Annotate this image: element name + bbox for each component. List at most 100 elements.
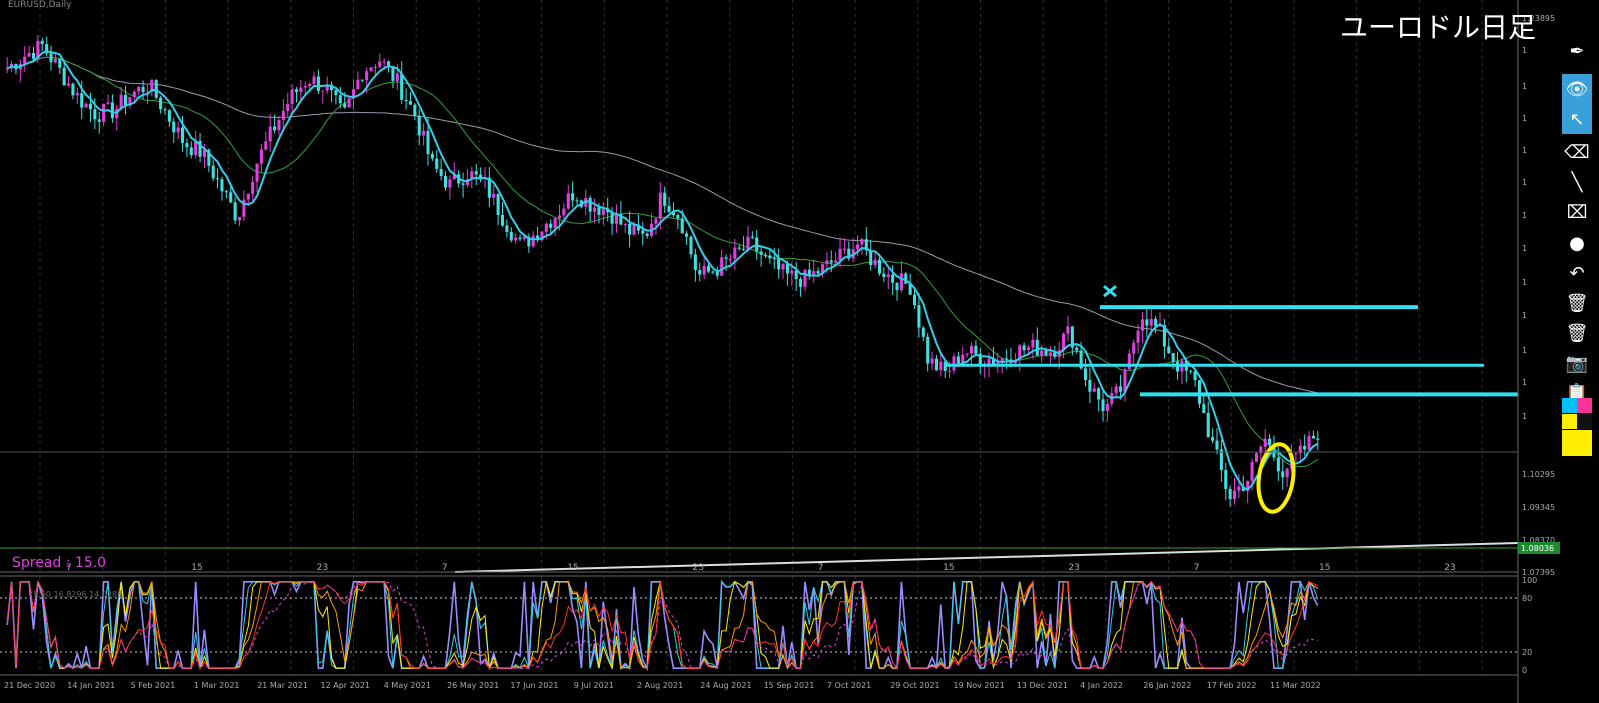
candle-body — [373, 66, 377, 68]
eye-tool-button[interactable]: 👁 — [1562, 74, 1592, 104]
price-tick-label: 1 — [1522, 211, 1527, 220]
candle-body — [492, 194, 496, 198]
date-label: 9 Jul 2021 — [574, 681, 614, 690]
price-tick-label: 1 — [1522, 244, 1527, 253]
date-label: 4 May 2021 — [384, 681, 431, 690]
price-tick-label: 1.08370 — [1522, 536, 1555, 545]
osc-tick-label: 100 — [1522, 576, 1537, 585]
candle-body — [303, 86, 307, 88]
candle-body — [658, 192, 662, 219]
cursor-tool-button[interactable]: ↖ — [1562, 104, 1592, 134]
ma-fast-path — [6, 50, 1319, 491]
camera-tool-button[interactable]: 📷 — [1562, 348, 1592, 378]
color-swatch[interactable] — [1577, 398, 1592, 413]
ma-slow-path — [6, 56, 1318, 394]
candle-body — [522, 236, 526, 240]
eraser2-tool-button[interactable]: ⌧ — [1562, 197, 1592, 227]
candle-body — [505, 225, 509, 233]
color-swatch[interactable] — [1562, 414, 1577, 429]
dot-tool-button[interactable]: ● — [1562, 228, 1592, 258]
price-tick-label: 1 — [1522, 278, 1527, 287]
candle-body — [237, 216, 242, 221]
candle-body — [676, 215, 680, 219]
color-swatch[interactable] — [1577, 414, 1592, 429]
candle-body — [860, 239, 864, 245]
candle-body — [750, 236, 754, 238]
candle-body — [1202, 403, 1206, 413]
pen-icon: ✒ — [1569, 40, 1585, 62]
candle-body — [500, 214, 505, 226]
selected-color-swatch[interactable] — [1562, 430, 1592, 456]
candle-body — [277, 120, 281, 131]
candle-body — [978, 353, 982, 365]
day-marker-label: 23 — [317, 563, 328, 573]
candle-body — [474, 171, 478, 175]
candle-body — [387, 61, 391, 67]
camera-icon: 📷 — [1565, 352, 1589, 374]
candle-body — [216, 178, 220, 180]
candle-body — [715, 272, 719, 276]
candle-body — [378, 61, 382, 67]
trash2-tool-button[interactable]: 🗑 — [1562, 318, 1592, 348]
candle-body — [312, 76, 316, 84]
candle-body — [189, 147, 193, 156]
candle-body — [1140, 319, 1145, 331]
candle-body — [724, 257, 728, 259]
candle-body — [150, 80, 154, 92]
candle-body — [351, 89, 356, 99]
candle-body — [575, 200, 579, 202]
undo-tool-button[interactable]: ↶ — [1562, 258, 1592, 288]
candle-body — [825, 260, 829, 265]
candle-body — [965, 353, 969, 355]
line-tool-button[interactable]: ╲ — [1562, 167, 1592, 197]
candle-body — [356, 79, 360, 90]
candle-body — [877, 259, 882, 274]
candle-body — [891, 274, 895, 283]
candle-body — [777, 258, 781, 270]
candle-body — [163, 109, 167, 111]
candle-body — [80, 93, 84, 108]
candle-body — [628, 223, 632, 235]
candle-body — [899, 273, 903, 291]
candle-body — [1263, 438, 1267, 447]
candle-body — [838, 248, 842, 261]
candle-body — [680, 218, 684, 234]
candle-body — [1018, 345, 1022, 360]
axes: 1.23895 1 1 1 1 1 1 1 1 1 1 1 1 1.10295 1.09345 1.08370… — [0, 0, 1560, 703]
candle-body — [1053, 352, 1057, 357]
candle-body — [422, 130, 426, 136]
candle-body — [1211, 437, 1215, 441]
candle-body — [742, 248, 746, 250]
candle-body — [330, 84, 334, 91]
day-marker-label: 7 — [818, 563, 824, 573]
candle-body — [119, 94, 123, 109]
candle-body — [417, 115, 421, 136]
price-tick-label: 1 — [1522, 346, 1527, 355]
candle-body — [1005, 358, 1009, 360]
candle-body — [1316, 438, 1320, 440]
date-label: 12 Apr 2021 — [321, 681, 370, 690]
candle-body — [1040, 350, 1044, 356]
candle-body — [759, 251, 763, 255]
candle-body — [737, 247, 741, 249]
trash-tool-button[interactable]: 🗑 — [1562, 288, 1592, 318]
candle-body — [1022, 345, 1026, 351]
candle-body — [1171, 353, 1175, 362]
candle-body — [264, 141, 268, 150]
candle-body — [496, 194, 500, 215]
ma-mid-line — [6, 56, 1319, 467]
candle-body — [286, 103, 290, 111]
candle-body — [1307, 435, 1311, 450]
candle-body — [102, 103, 106, 122]
color-swatch[interactable] — [1562, 398, 1577, 413]
candle-body — [255, 163, 259, 182]
candle-body — [566, 193, 570, 209]
date-label: 24 Aug 2021 — [700, 681, 751, 690]
candle-body — [1136, 330, 1140, 343]
day-marker-label: 7 — [442, 563, 448, 573]
pen-tool-button[interactable]: ✒ — [1562, 36, 1592, 66]
candle-body — [185, 142, 189, 148]
candle-body — [62, 67, 66, 86]
eraser-tool-button[interactable]: ⌫ — [1562, 137, 1592, 167]
